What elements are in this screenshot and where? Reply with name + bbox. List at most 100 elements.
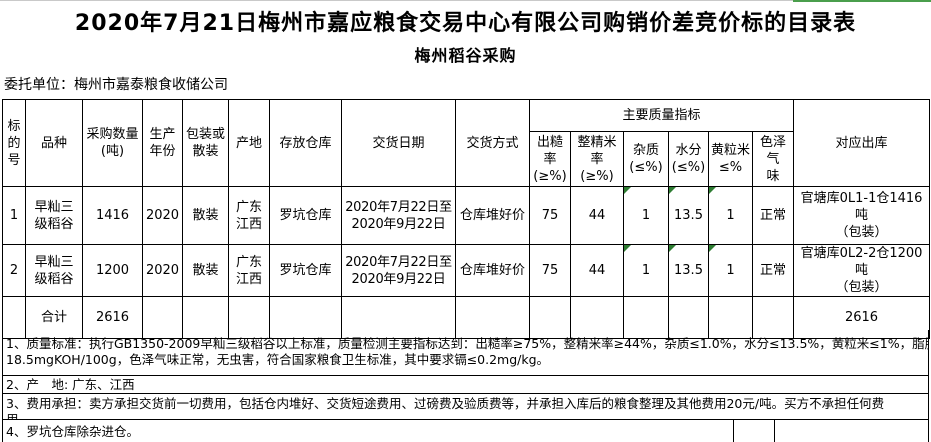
header-outbound: 对应出库: [793, 99, 931, 187]
cell-impurity-value: 1: [641, 208, 651, 223]
total-empty-bid-no: [2, 296, 26, 339]
cell-husk-rate: 75: [529, 186, 571, 245]
total-outbound: 2616: [793, 296, 931, 339]
cell-year: 2020: [142, 244, 183, 297]
top-edge-line: [0, 0, 931, 1]
note-line: 3、费用承担：卖方承担交货前一切费用，包括仓内堆好、交货短途费用、过磅费及验质费…: [6, 396, 885, 411]
cell-packing: 散装: [182, 244, 229, 297]
cell-moisture: 13.5: [668, 244, 709, 297]
cell-variety: 早籼三 级稻谷: [25, 244, 83, 297]
total-empty-year: [142, 296, 183, 339]
cell-outbound: 官塘库0L2-2仓1200吨 （包装）: [793, 244, 931, 297]
header-warehouse: 存放仓库: [269, 99, 342, 187]
cell-delivery-date: 2020年7月22日至 2020年9月22日: [341, 244, 456, 297]
top-accent-green-line: [793, 0, 931, 2]
header-row-sub: 出糙率 (≥%) 整精米率 (≥%) 杂质 (≤%) 水分 (≤%) 黄粒米 ≤…: [3, 131, 930, 187]
header-packing: 包装或 散装: [182, 99, 229, 187]
note-quality-standard: 1、质量标准：执行GB1350-2009早籼三级稻谷以上标准，质量检测主要指标达…: [2, 330, 929, 376]
total-empty-delivery-method: [455, 296, 530, 339]
header-quantity: 采购数量 (吨): [82, 99, 143, 187]
cell-color-odor: 正常: [751, 244, 795, 297]
note-cost-bearing: 3、费用承担：卖方承担交货前一切费用，包括仓内堆好、交货短途费用、过磅费及验质费…: [2, 394, 929, 420]
total-row: 合计 2616 2616: [2, 296, 931, 339]
total-label: 合计: [25, 296, 83, 339]
error-triangle-icon: [669, 245, 676, 252]
header-row-top: 标 的 号 品种 采购数量 (吨) 生产 年份 包装或 散装 产地 存放仓库 交…: [2, 99, 931, 187]
page-title: 2020年7月21日梅州市嘉应粮食交易中心有限公司购销价差竞价标的目录表: [74, 11, 857, 36]
error-triangle-icon: [624, 245, 631, 252]
cell-origin: 广东 江西: [228, 186, 270, 245]
cell-year: 2020: [142, 186, 183, 245]
cell-quantity: 1200: [82, 244, 143, 297]
cell-delivery-date: 2020年7月22日至 2020年9月22日: [341, 186, 456, 245]
total-empty-warehouse: [269, 296, 342, 339]
cell-packing: 散装: [182, 186, 229, 245]
header-delivery-date: 交货日期: [341, 99, 456, 187]
grid-line: [774, 420, 775, 442]
header-bid-no: 标 的 号: [2, 99, 26, 187]
error-triangle-icon: [624, 187, 631, 194]
header-yellow-grain: 黄粒米 ≤%: [708, 131, 753, 187]
table-row: 2 早籼三 级稻谷 1200 2020 散装 广东 江西 罗坑仓库 2020年7…: [2, 244, 931, 297]
header-impurity: 杂质 (≤%): [623, 131, 669, 187]
note-line: 18.5mgKOH/100g，色泽气味正常，无虫害，符合国家粮食卫生标准，其中要…: [6, 352, 550, 367]
catalog-table: 标 的 号 品种 采购数量 (吨) 生产 年份 包装或 散装 产地 存放仓库 交…: [2, 99, 931, 339]
cell-yellow-grain-value: 1: [726, 263, 735, 278]
cell-impurity: 1: [623, 186, 669, 245]
note-warehouse-cleaning: 4、罗坑仓库除杂进仓。: [2, 420, 929, 442]
error-triangle-icon: [709, 245, 716, 252]
header-husk-rate: 出糙率 (≥%): [529, 131, 571, 187]
cell-milled-rice-rate: 44: [570, 186, 624, 245]
header-quality-group: 主要质量指标: [528, 99, 795, 132]
table-row: 1 早籼三 级稻谷 1416 2020 散装 广东 江西 罗坑仓库 2020年7…: [2, 186, 931, 245]
header-year: 生产 年份: [142, 99, 183, 187]
note-line: 用。: [6, 412, 32, 420]
cell-origin: 广东 江西: [228, 244, 270, 297]
cell-warehouse: 罗坑仓库: [269, 186, 342, 245]
cell-bid-no: 1: [2, 186, 26, 245]
total-empty-moisture: [668, 296, 709, 339]
cell-yellow-grain-value: 1: [726, 208, 735, 223]
cell-milled-rice-rate: 44: [570, 244, 624, 297]
cell-yellow-grain: 1: [708, 244, 753, 297]
cell-impurity: 1: [623, 244, 669, 297]
total-empty-husk-rate: [529, 296, 571, 339]
header-variety: 品种: [25, 99, 83, 187]
cell-moisture-value: 13.5: [674, 263, 703, 278]
page-subtitle: 梅州稻谷采购: [414, 46, 517, 65]
header-origin: 产地: [228, 99, 270, 187]
cell-variety: 早籼三 级稻谷: [25, 186, 83, 245]
notes-section: 1、质量标准：执行GB1350-2009早籼三级稻谷以上标准，质量检测主要指标达…: [2, 330, 929, 442]
total-empty-yellow-grain: [708, 296, 753, 339]
cell-impurity-value: 1: [641, 263, 651, 278]
cell-color-odor: 正常: [751, 186, 795, 245]
note-line: 1、质量标准：执行GB1350-2009早籼三级稻谷以上标准，质量检测主要指标达…: [6, 336, 928, 351]
note-line: 4、罗坑仓库除杂进仓。: [6, 424, 139, 439]
cell-delivery-method: 仓库堆好价: [455, 186, 530, 245]
cell-moisture: 13.5: [668, 186, 709, 245]
cell-bid-no: 2: [2, 244, 26, 297]
cell-outbound: 官塘库0L1-1仓1416吨 （包装）: [793, 186, 931, 245]
cell-warehouse: 罗坑仓库: [269, 244, 342, 297]
total-empty-impurity: [623, 296, 669, 339]
note-origin: 2、产 地: 广东、江西: [2, 376, 929, 394]
total-quantity: 2616: [82, 296, 143, 339]
cell-quantity: 1416: [82, 186, 143, 245]
header-color-odor: 色泽气 味: [751, 131, 795, 187]
grid-line: [733, 420, 734, 442]
consignor-line: 委托单位：梅州市嘉泰粮食收储公司: [4, 77, 228, 93]
cell-moisture-value: 13.5: [674, 208, 703, 223]
error-triangle-icon: [669, 187, 676, 194]
error-triangle-icon: [709, 187, 716, 194]
cell-yellow-grain: 1: [708, 186, 753, 245]
header-milled-rice-rate: 整精米率 (≥%): [570, 131, 624, 187]
header-delivery-method: 交货方式: [455, 99, 530, 187]
total-empty-origin: [228, 296, 270, 339]
total-empty-color-odor: [751, 296, 795, 339]
header-moisture: 水分 (≤%): [668, 131, 709, 187]
cell-husk-rate: 75: [529, 244, 571, 297]
note-line: 2、产 地: 广东、江西: [6, 377, 135, 392]
cell-delivery-method: 仓库堆好价: [455, 244, 530, 297]
total-empty-delivery-date: [341, 296, 456, 339]
